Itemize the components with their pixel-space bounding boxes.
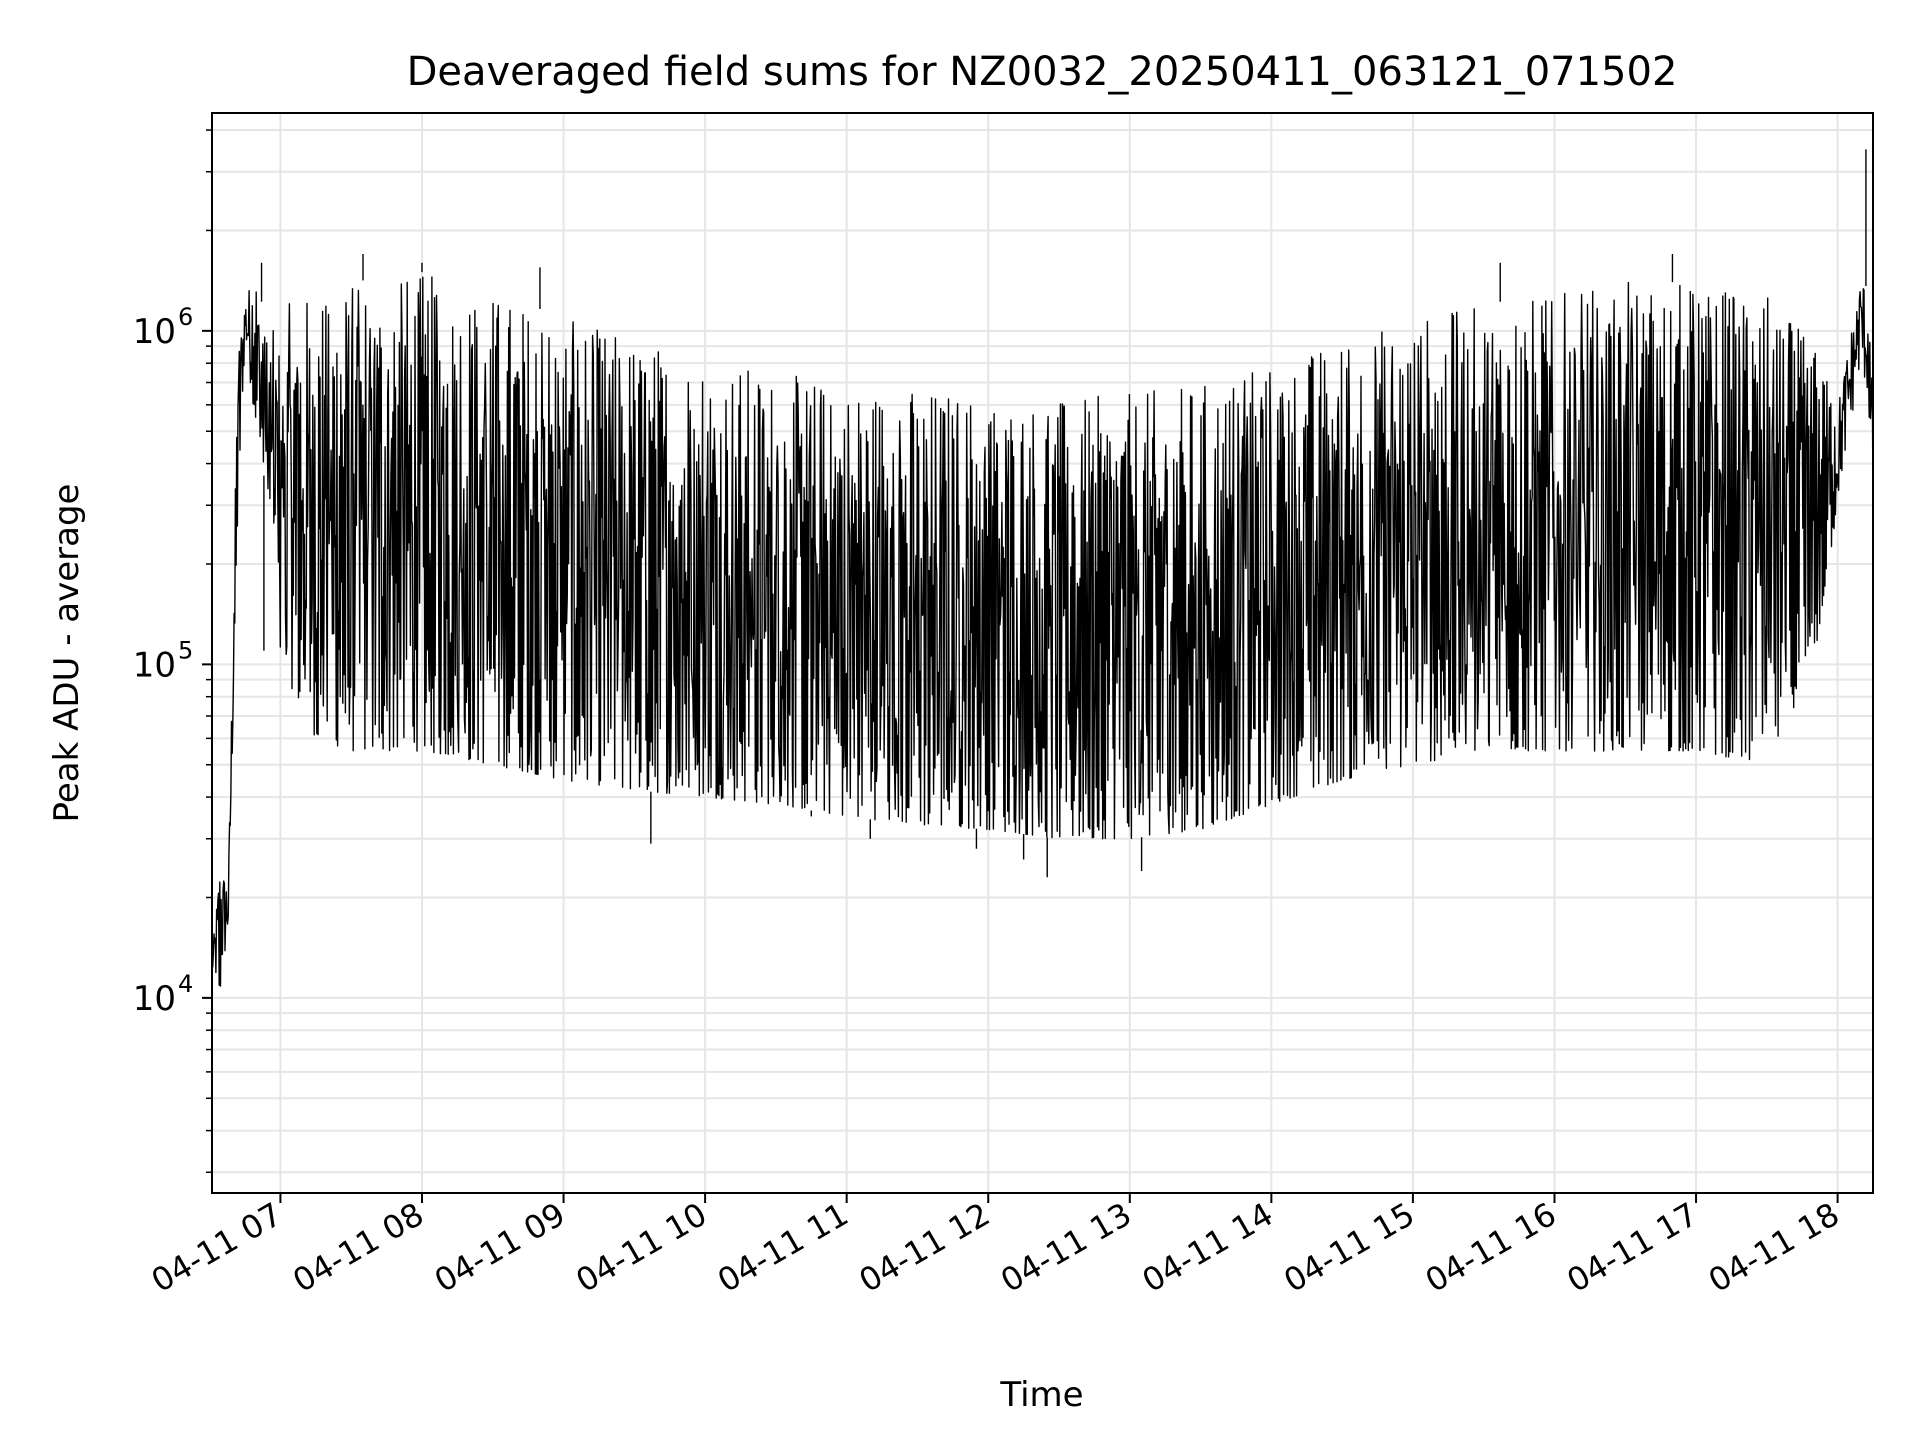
y-tick-label: 10	[133, 645, 176, 685]
y-tick-label: 10	[133, 312, 176, 352]
plot-frame	[211, 112, 1874, 1194]
x-axis-label: Time	[999, 1375, 1083, 1415]
y-tick-exponent: 4	[178, 970, 193, 998]
x-tick-label: 04-11 08	[286, 1195, 430, 1300]
x-tick-label: 04-11 15	[1277, 1195, 1421, 1300]
data-layer	[212, 149, 1873, 987]
x-tick-label: 04-11 07	[145, 1195, 289, 1300]
chart-title: Deaveraged field sums for NZ0032_2025041…	[407, 49, 1678, 95]
x-tick-label: 04-11 11	[711, 1195, 855, 1300]
x-tick-label: 04-11 18	[1702, 1195, 1846, 1300]
x-tick-label: 04-11 10	[570, 1195, 714, 1300]
x-tick-label: 04-11 17	[1560, 1195, 1704, 1300]
y-axis-label: Peak ADU - average	[47, 484, 87, 823]
x-tick-label: 04-11 16	[1419, 1195, 1563, 1300]
y-tick-label: 10	[133, 979, 176, 1019]
y-tick-exponent: 6	[178, 303, 193, 331]
series-line	[212, 276, 1873, 987]
x-tick-label: 04-11 12	[853, 1195, 997, 1300]
x-tick-label: 04-11 13	[994, 1195, 1138, 1300]
x-tick-label: 04-11 09	[428, 1195, 572, 1300]
x-tick-label: 04-11 14	[1136, 1195, 1280, 1300]
y-tick-exponent: 5	[178, 636, 193, 664]
